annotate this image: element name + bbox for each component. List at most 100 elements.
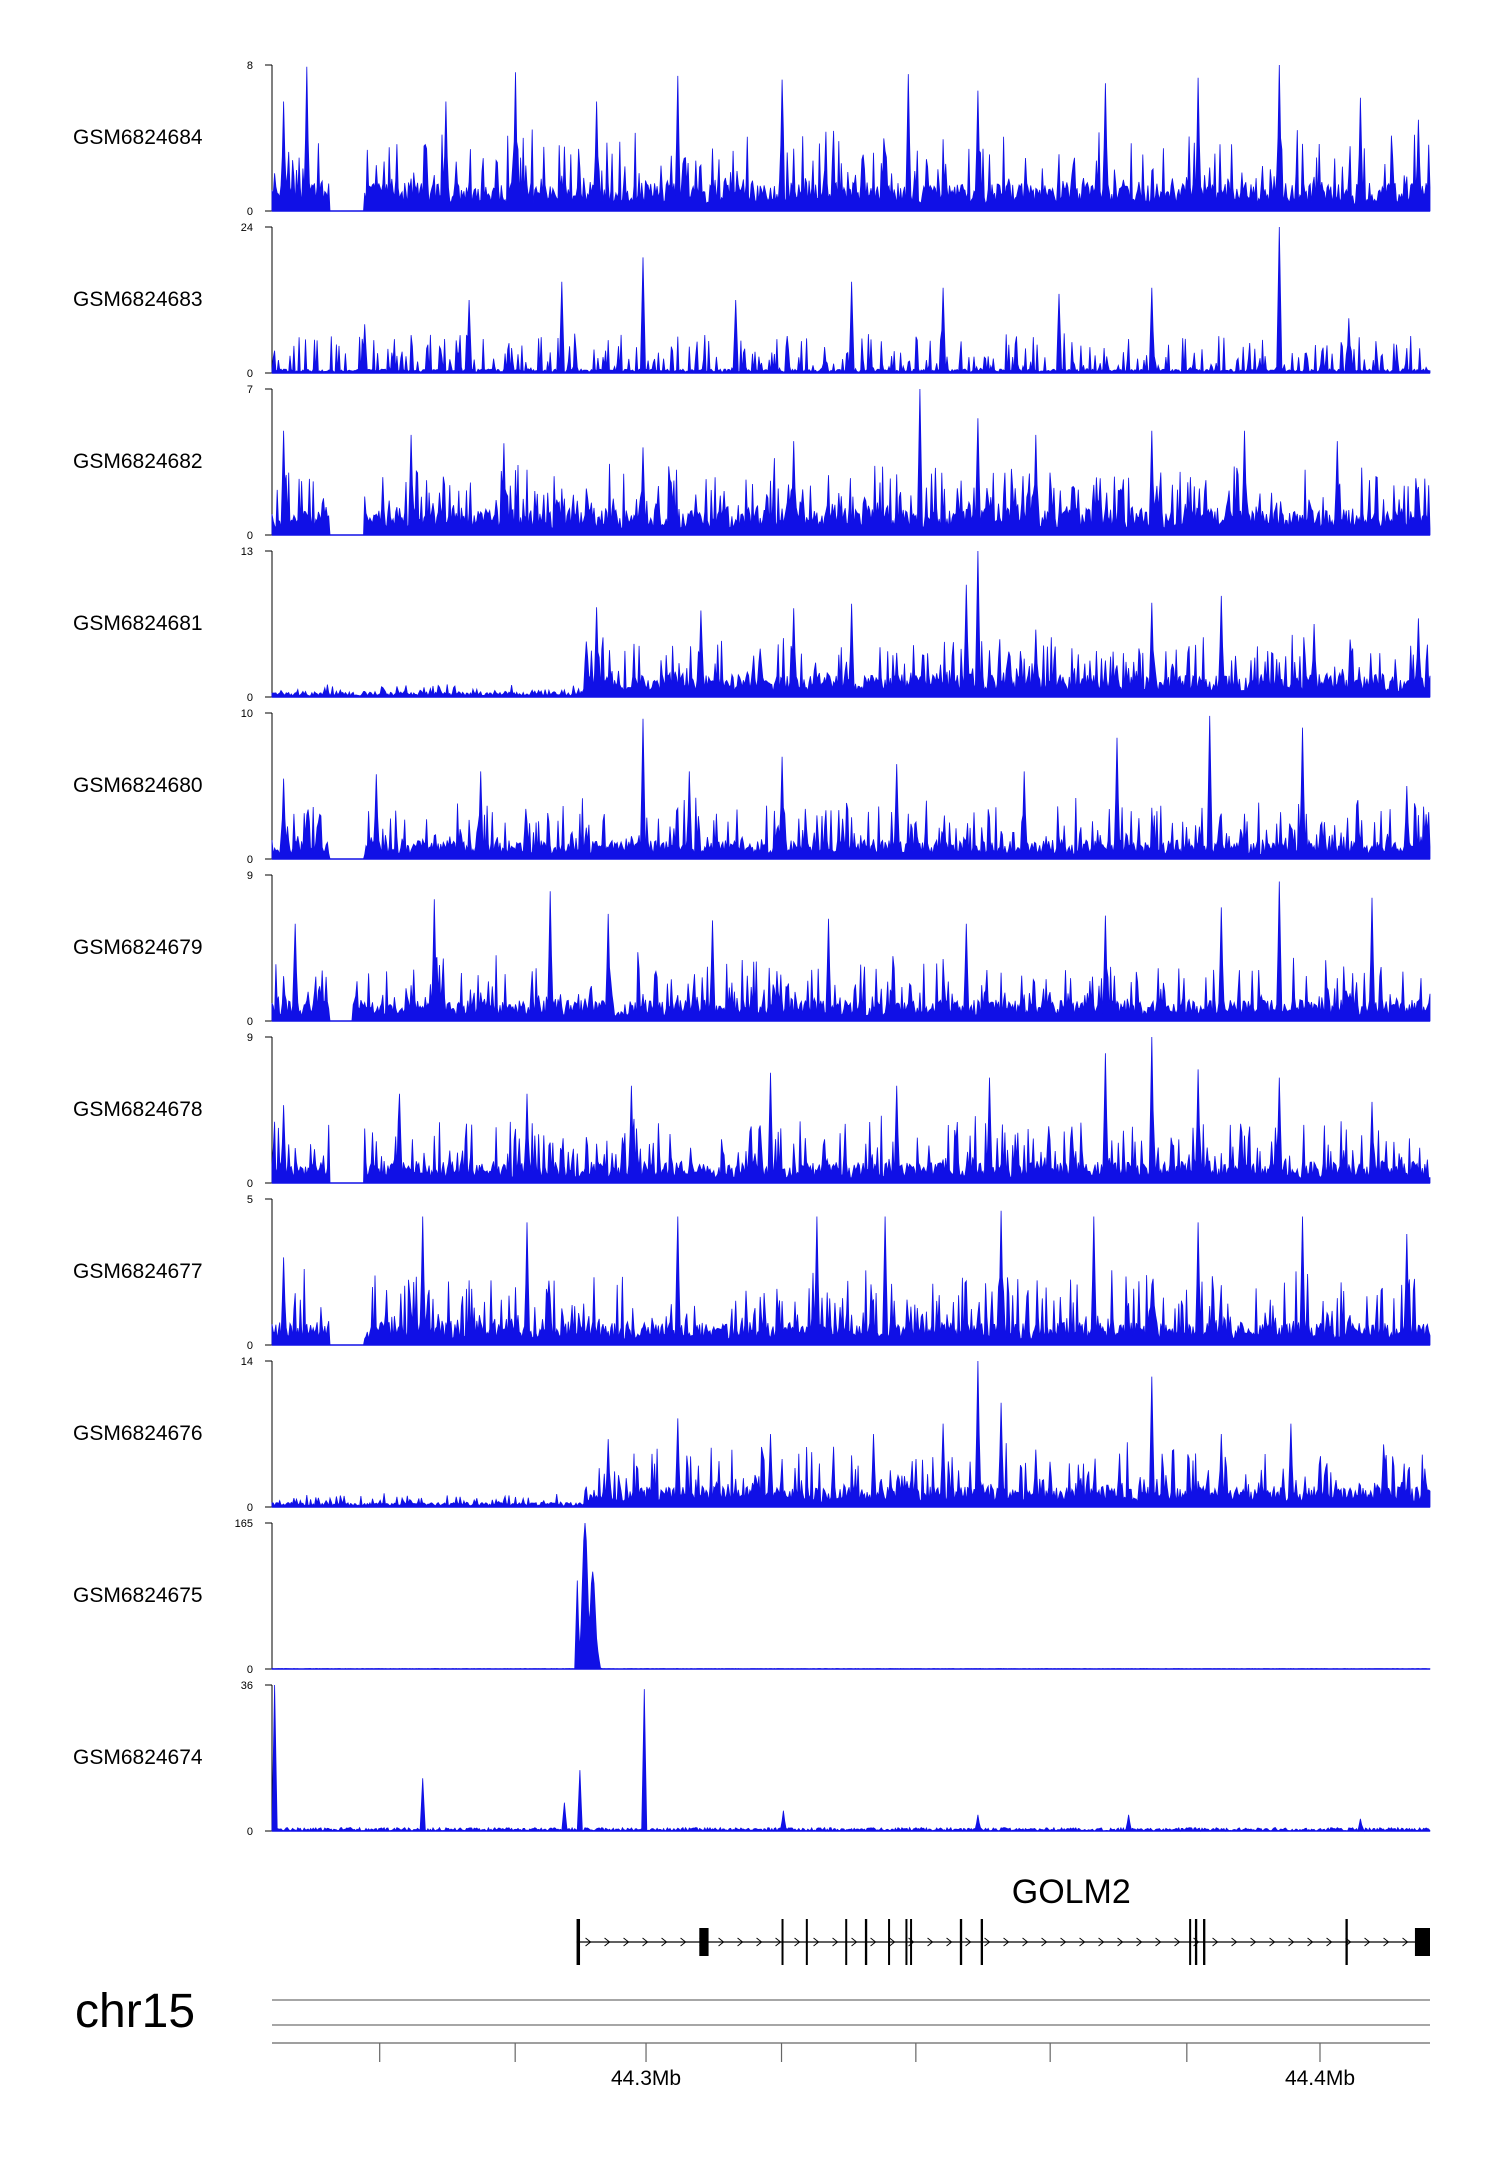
strand-arrow — [927, 1937, 934, 1947]
strand-arrow — [1231, 1937, 1238, 1947]
strand-arrow — [604, 1937, 611, 1947]
strand-arrow — [718, 1937, 725, 1947]
track: GSM6824679 9 0 — [73, 870, 1431, 1028]
strand-arrow — [1022, 1937, 1029, 1947]
strand-arrow — [965, 1937, 972, 1947]
signal-area — [271, 1210, 1431, 1346]
chromosome-label: chr15 — [75, 1985, 195, 2038]
strand-arrow — [1060, 1937, 1067, 1947]
track: GSM6824674 36 0 — [73, 1680, 1431, 1838]
strand-arrow — [870, 1937, 877, 1947]
signal-area — [271, 1360, 1431, 1508]
strand-arrow — [1269, 1937, 1276, 1947]
strand-arrow — [1155, 1937, 1162, 1947]
track-label: GSM6824677 — [73, 1260, 203, 1283]
strand-arrow — [1136, 1937, 1143, 1947]
y-max-label: 13 — [241, 546, 253, 558]
gene-exon — [1194, 1919, 1198, 1965]
y-max-label: 24 — [241, 222, 253, 234]
signal-area — [271, 226, 1431, 374]
strand-arrow — [623, 1937, 630, 1947]
strand-arrow — [1041, 1937, 1048, 1947]
y-min-label: 0 — [247, 1016, 253, 1028]
x-tick-label: 44.4Mb — [1285, 2067, 1355, 2090]
gene-name-label: GOLM2 — [1012, 1873, 1131, 1911]
strand-arrow — [1117, 1937, 1124, 1947]
strand-arrow — [946, 1937, 953, 1947]
strand-arrow — [585, 1937, 592, 1947]
strand-arrow — [889, 1937, 896, 1947]
strand-arrow — [1079, 1937, 1086, 1947]
track: GSM6824677 5 0 — [73, 1194, 1431, 1352]
gene-exon — [845, 1919, 848, 1965]
strand-arrow — [794, 1937, 801, 1947]
strand-arrow — [1250, 1937, 1257, 1947]
y-max-label: 10 — [241, 708, 253, 720]
signal-area — [271, 388, 1431, 536]
strand-arrow — [851, 1937, 858, 1947]
signal-area — [271, 1522, 1431, 1670]
strand-arrow — [661, 1937, 668, 1947]
y-min-label: 0 — [247, 368, 253, 380]
signal-area — [271, 64, 1431, 212]
track: GSM6824682 7 0 — [73, 384, 1431, 542]
gene-exon — [1345, 1919, 1348, 1965]
track: GSM6824676 14 0 — [73, 1356, 1431, 1514]
y-min-label: 0 — [247, 530, 253, 542]
y-max-label: 7 — [247, 384, 253, 396]
gene-exon — [1189, 1919, 1192, 1965]
strand-arrow — [756, 1937, 763, 1947]
gene-exon — [781, 1919, 784, 1965]
strand-arrow — [1003, 1937, 1010, 1947]
track-label: GSM6824678 — [73, 1098, 203, 1121]
signal-area — [271, 1684, 1431, 1833]
y-min-label: 0 — [247, 1502, 253, 1514]
y-min-label: 0 — [247, 1664, 253, 1676]
signal-area — [271, 550, 1431, 698]
track-label: GSM6824679 — [73, 936, 203, 959]
gene-exon — [910, 1919, 913, 1965]
y-max-label: 14 — [241, 1356, 253, 1368]
y-max-label: 8 — [247, 60, 253, 72]
strand-arrow — [737, 1937, 744, 1947]
y-min-label: 0 — [247, 1178, 253, 1190]
track: GSM6824675 165 0 — [73, 1518, 1431, 1676]
strand-arrow — [642, 1937, 649, 1947]
gene-exon — [905, 1919, 908, 1965]
gene-exon — [864, 1919, 868, 1965]
y-max-label: 9 — [247, 870, 253, 882]
gene-exon — [980, 1919, 984, 1965]
strand-arrow — [984, 1937, 991, 1947]
track-label: GSM6824681 — [73, 612, 203, 635]
y-max-label: 165 — [235, 1518, 253, 1530]
signal-area — [271, 1036, 1431, 1184]
track-label: GSM6824684 — [73, 126, 203, 149]
track-label: GSM6824676 — [73, 1422, 203, 1445]
track: GSM6824681 13 0 — [73, 546, 1431, 704]
strand-arrow — [1174, 1937, 1181, 1947]
strand-arrow — [813, 1937, 820, 1947]
gene-exon — [1203, 1919, 1206, 1965]
gene-track: GOLM2 — [576, 1873, 1430, 1965]
strand-arrow — [1307, 1937, 1314, 1947]
strand-arrow — [1288, 1937, 1295, 1947]
track-label: GSM6824683 — [73, 288, 203, 311]
strand-arrow — [1098, 1937, 1105, 1947]
track: GSM6824684 8 0 — [73, 60, 1431, 218]
track-label: GSM6824674 — [73, 1746, 203, 1769]
y-max-label: 5 — [247, 1194, 253, 1206]
strand-arrow — [832, 1937, 839, 1947]
strand-arrow — [1402, 1937, 1409, 1947]
y-min-label: 0 — [247, 206, 253, 218]
gene-exon — [888, 1919, 891, 1965]
signal-tracks: GSM682468480GSM6824683240GSM682468270GSM… — [73, 60, 1431, 1838]
track-label: GSM6824682 — [73, 450, 203, 473]
signal-area — [271, 881, 1431, 1022]
gene-exon — [959, 1919, 963, 1965]
track: GSM6824678 9 0 — [73, 1032, 1431, 1190]
x-tick-label: 44.3Mb — [611, 2067, 681, 2090]
strand-arrow — [680, 1937, 687, 1947]
y-max-label: 9 — [247, 1032, 253, 1044]
y-min-label: 0 — [247, 854, 253, 866]
y-min-label: 0 — [247, 1826, 253, 1838]
